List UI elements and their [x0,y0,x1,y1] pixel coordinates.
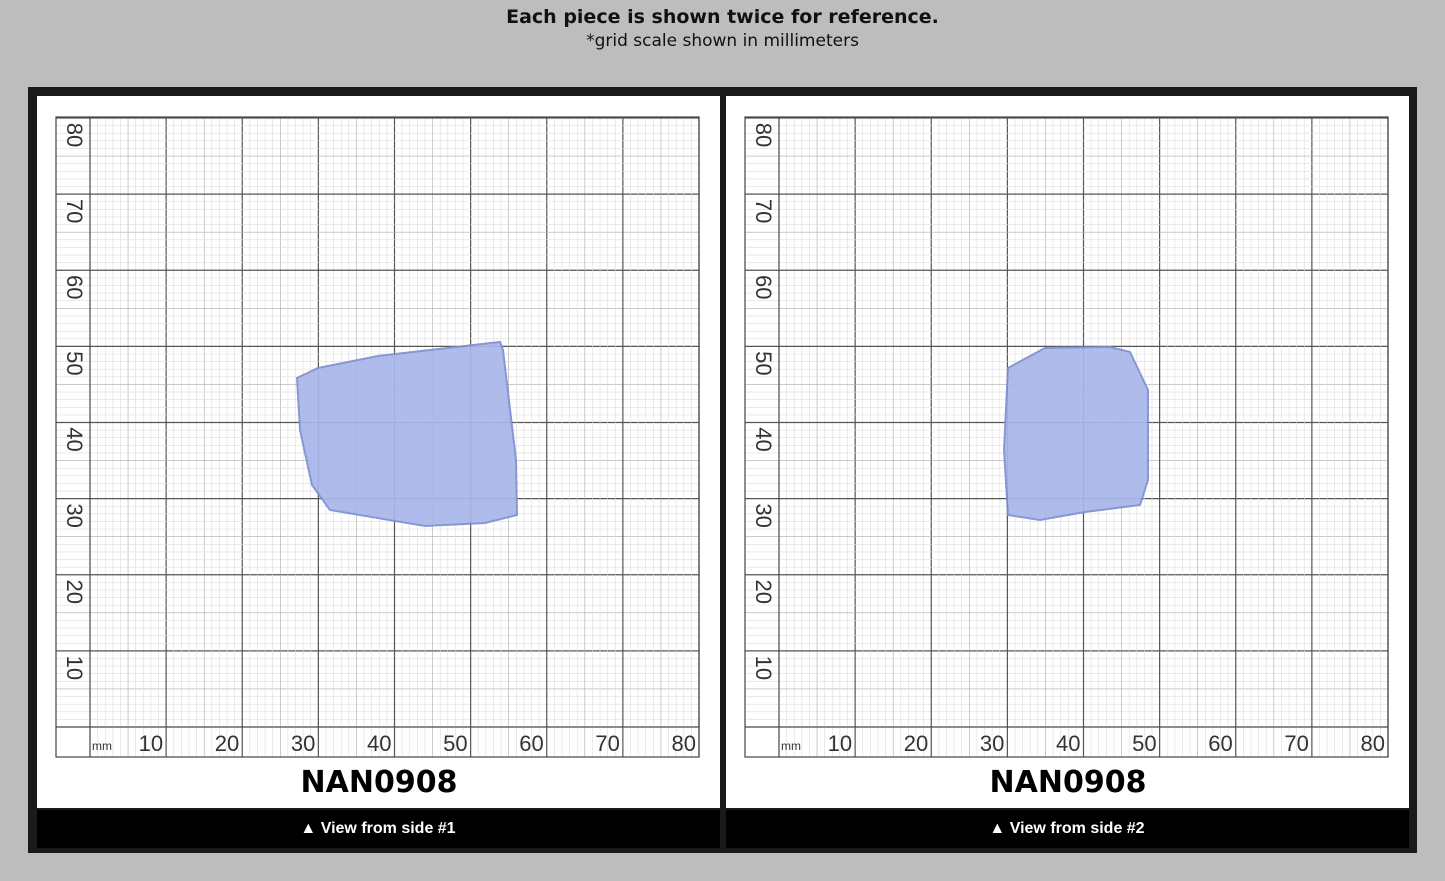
y-scale-label: 50 [751,351,776,375]
caption: ▲ View from side #2 [989,820,1144,837]
y-scale-label: 10 [751,656,776,680]
y-scale-label: 60 [751,275,776,299]
x-scale-label: 70 [595,731,619,756]
x-scale-label: 10 [828,731,852,756]
x-scale-label: 60 [1208,731,1232,756]
x-scale-label: 50 [443,731,467,756]
x-scale-label: 70 [1284,731,1308,756]
y-scale-label: 70 [751,199,776,223]
caption: ▲ View from side #1 [300,820,455,837]
x-scale-label: 80 [672,731,696,756]
caption-bar [726,810,1409,848]
grid-border [744,116,1389,758]
y-scale-label: 80 [62,123,87,147]
y-scale-label: 20 [62,580,87,604]
y-scale-label: 60 [62,275,87,299]
header-title: Each piece is shown twice for reference. [506,6,939,28]
gem [295,340,519,528]
x-scale-label: 30 [980,731,1004,756]
grid-border [55,116,700,758]
piece-label: NAN0908 [301,765,458,800]
y-scale-label: 10 [62,656,87,680]
y-scale-label: 30 [751,503,776,527]
y-scale-label: 80 [751,123,776,147]
caption-bar [37,810,720,848]
grid [55,116,700,758]
x-scale-label: 20 [904,731,928,756]
y-scale-label: 70 [62,199,87,223]
piece-label: NAN0908 [990,765,1147,800]
gem [1002,345,1149,522]
x-scale-label: 60 [519,731,543,756]
x-scale-label: 20 [215,731,239,756]
x-scale-label: 40 [367,731,391,756]
x-scale-label: 80 [1361,731,1385,756]
unit-label: mm [781,739,801,753]
x-scale-label: 50 [1132,731,1156,756]
unit-label: mm [92,739,112,753]
x-scale-label: 10 [139,731,163,756]
y-scale-label: 40 [751,427,776,451]
y-scale-label: 40 [62,427,87,451]
x-scale-label: 40 [1056,731,1080,756]
header-subtitle: *grid scale shown in millimeters [586,31,859,51]
x-scale-label: 30 [291,731,315,756]
y-scale-label: 20 [751,580,776,604]
y-scale-label: 30 [62,503,87,527]
y-scale-label: 50 [62,351,87,375]
